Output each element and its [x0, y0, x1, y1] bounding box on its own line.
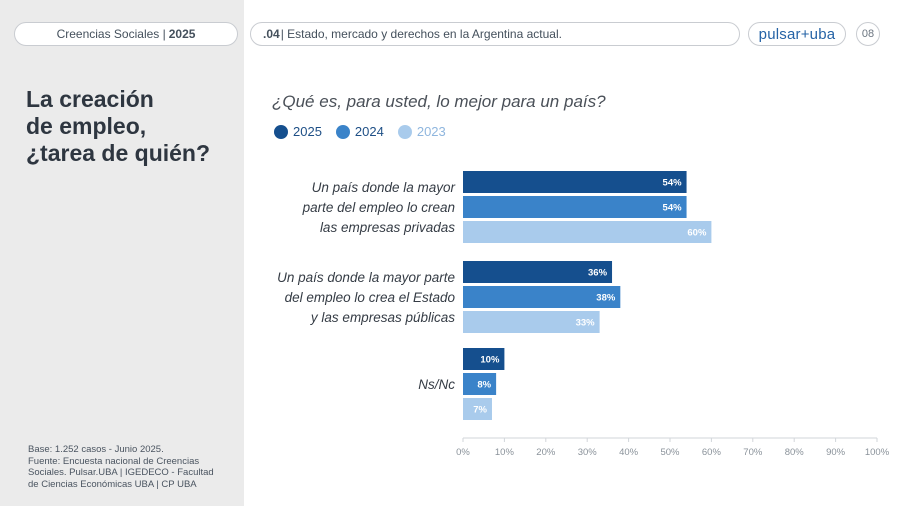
slide-title-line: de empleo, [26, 113, 147, 139]
x-tick-label: 100% [865, 447, 890, 458]
chart-title: ¿Qué es, para usted, lo mejor para un pa… [272, 92, 606, 111]
bar-2024 [463, 196, 687, 218]
category-label-line: Un país donde la mayor parte [277, 270, 455, 285]
source-line: de Ciencias Económicas UBA | CP UBA [28, 478, 197, 490]
category-label: Ns/Nc [418, 377, 455, 392]
x-tick-label: 40% [619, 447, 639, 458]
bar-value-label: 54% [663, 178, 683, 189]
x-tick-label: 70% [743, 447, 763, 458]
bar-value-label: 33% [576, 318, 596, 329]
category-label: Un país donde la mayor parte del empleo l… [277, 270, 455, 325]
logo-text: pulsar+uba [758, 25, 836, 43]
category-label-line: y las empresas públicas [310, 310, 455, 325]
category-label-line: Ns/Nc [418, 377, 455, 392]
bar-2024 [463, 373, 497, 395]
page-number-badge: 08 [856, 22, 880, 46]
bar-2025 [463, 171, 687, 193]
bar-2025 [463, 348, 505, 370]
x-tick-label: 0% [456, 447, 470, 458]
legend-label-2025: 2025 [293, 124, 322, 139]
bar-value-label: 7% [473, 405, 487, 416]
legend-label-2023: 2023 [416, 124, 446, 139]
page-number: 08 [861, 28, 875, 40]
legend-label-2024: 2024 [354, 124, 384, 139]
slide-title-line: La creación [26, 86, 154, 112]
x-tick-label: 60% [702, 447, 722, 458]
legend-swatch-2025 [274, 124, 288, 139]
bar-2023 [463, 311, 600, 333]
x-tick-label: 20% [536, 447, 556, 458]
legend-item-2025: 2025 [274, 124, 322, 139]
pulsar-uba-logo: pulsar+uba [748, 22, 846, 46]
bar-value-label: 10% [480, 355, 500, 366]
slide-title-line: ¿tarea de quién? [26, 140, 211, 166]
category-label-line: del empleo lo crea el Estado [285, 290, 456, 305]
bar-2023 [463, 398, 492, 420]
bar-2024 [463, 286, 621, 308]
category-label-line: las empresas privadas [320, 220, 455, 235]
bar-value-label: 8% [477, 380, 491, 391]
legend-swatch-2023 [397, 124, 412, 139]
x-tick-label: 90% [826, 447, 846, 458]
chart-legend: 2025 2024 2023 [274, 124, 460, 139]
bar-value-label: 38% [596, 293, 616, 304]
legend-item-2024: 2024 [335, 124, 384, 139]
x-tick-label: 30% [578, 447, 598, 458]
chapter-pill: .04 | Estado, mercado y derechos en la A… [250, 22, 740, 46]
bar-2025 [463, 261, 613, 283]
x-tick-label: 10% [495, 447, 515, 458]
sidebar [0, 0, 244, 506]
bar-value-label: 54% [663, 203, 683, 214]
chapter-number: .04 [263, 27, 280, 41]
legend-swatch-2024 [335, 124, 350, 139]
section-pill: Creencias Sociales | 2025 [14, 22, 238, 46]
legend-item-2023: 2023 [397, 124, 446, 139]
x-tick-label: 80% [785, 447, 805, 458]
bar-2023 [463, 221, 712, 243]
slide-title: La creación de empleo, ¿tarea de quién? [26, 86, 210, 167]
x-tick-label: 50% [660, 447, 680, 458]
category-label-line: parte del empleo lo crean [302, 200, 455, 215]
category-label: Un país donde la mayor parte del empleo l… [302, 180, 456, 235]
source-line: Base: 1.252 casos - Junio 2025. [28, 444, 164, 455]
section-year: 2025 [168, 27, 196, 41]
source-note: Base: 1.252 casos - Junio 2025. Fuente: … [28, 444, 234, 490]
category-label-line: Un país donde la mayor [312, 180, 456, 195]
section-label: Creencias Sociales | [56, 27, 166, 41]
chapter-title: | Estado, mercado y derechos en la Argen… [280, 27, 562, 41]
bar-value-label: 60% [687, 228, 707, 239]
bar-value-label: 36% [588, 268, 608, 279]
source-line: Fuente: Encuesta nacional de Creencias [28, 455, 200, 467]
source-line: Sociales. Pulsar.UBA | IGEDECO - Faculta… [28, 467, 214, 478]
